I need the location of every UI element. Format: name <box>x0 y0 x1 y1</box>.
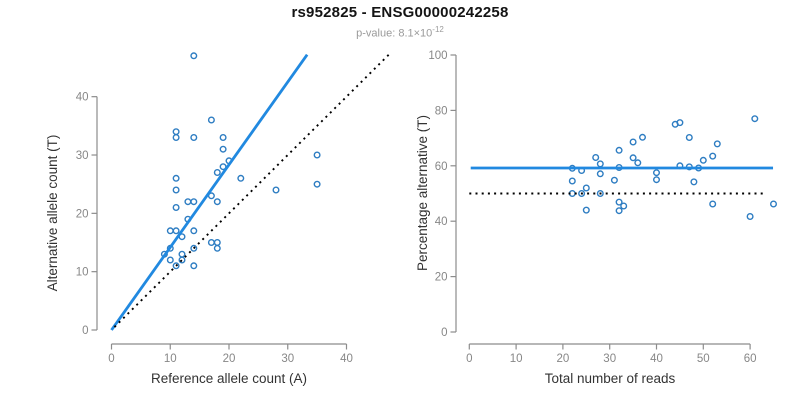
y-tick-label: 30 <box>76 150 89 162</box>
data-point <box>709 200 717 208</box>
data-point <box>592 153 600 161</box>
x-tick-label: 10 <box>510 353 523 365</box>
data-point <box>207 192 215 200</box>
data-point <box>671 120 679 128</box>
data-point <box>237 174 245 182</box>
data-point <box>190 198 198 206</box>
data-point <box>596 189 604 197</box>
data-point <box>213 238 221 246</box>
data-point <box>207 116 215 124</box>
data-point <box>620 202 628 210</box>
y-tick-label: 20 <box>435 272 448 284</box>
data-point <box>213 244 221 252</box>
data-point <box>751 115 759 123</box>
data-point <box>184 198 192 206</box>
data-point <box>178 250 186 258</box>
data-point <box>172 128 180 136</box>
x-axis-title: Reference allele count (A) <box>151 371 307 386</box>
y-tick-label: 80 <box>435 105 448 117</box>
data-point <box>652 176 660 184</box>
x-tick-label: 60 <box>744 353 757 365</box>
x-axis-title: Total number of reads <box>545 371 676 386</box>
pvalue-exponent: -12 <box>432 25 444 34</box>
data-point <box>213 168 221 176</box>
data-point <box>166 227 174 235</box>
scatter-panel-percentage-vs-reads: 0 10 20 30 40 50 60 0 20 40 60 80 100 Total number of… <box>415 50 778 386</box>
data-point <box>172 203 180 211</box>
y-tick-label: 20 <box>76 208 89 220</box>
data-point <box>190 52 198 60</box>
pvalue-mantissa: 8.1×10 <box>398 27 433 40</box>
data-point <box>166 256 174 264</box>
data-point <box>615 207 623 215</box>
x-tick-label: 0 <box>108 353 114 365</box>
data-point <box>629 138 637 146</box>
data-point <box>190 244 198 252</box>
data-point <box>213 198 221 206</box>
data-point <box>634 159 642 167</box>
y-tick-label: 100 <box>428 50 447 62</box>
data-point <box>190 262 198 270</box>
x-tick-label: 20 <box>557 353 570 365</box>
data-point <box>172 186 180 194</box>
data-point <box>190 133 198 141</box>
y-tick-label: 40 <box>435 216 448 228</box>
data-point <box>582 184 590 192</box>
y-tick-label: 10 <box>76 267 89 279</box>
data-point <box>219 133 227 141</box>
data-point <box>596 170 604 178</box>
data-point <box>770 200 778 208</box>
data-point <box>578 189 586 197</box>
y-axis-title: Percentage alternative (T) <box>415 115 430 271</box>
y-tick-label: 40 <box>76 92 89 104</box>
data-point <box>685 133 693 141</box>
identity-line <box>113 52 391 328</box>
data-point <box>313 180 321 188</box>
figure-title: rs952825 - ENSG00000242258 <box>291 4 509 21</box>
x-tick-label: 20 <box>223 353 236 365</box>
data-point <box>568 177 576 185</box>
x-tick-label: 30 <box>281 353 294 365</box>
data-point <box>746 212 754 220</box>
data-point <box>313 151 321 159</box>
x-tick-label: 0 <box>466 353 472 365</box>
data-point <box>172 262 180 270</box>
x-tick-label: 40 <box>340 353 353 365</box>
data-point <box>699 156 707 164</box>
y-axis-title: Alternative allele count (T) <box>45 135 60 292</box>
regression-line <box>110 53 309 331</box>
x-tick-label: 40 <box>650 353 663 365</box>
x-tick-label: 30 <box>603 353 616 365</box>
data-point <box>272 186 280 194</box>
y-tick-label: 0 <box>441 327 447 339</box>
scatter-panel-allele-counts: 0 10 20 30 40 0 10 20 30 40 Reference allele count… <box>45 52 391 386</box>
y-tick-label: 60 <box>435 161 448 173</box>
data-point <box>596 160 604 168</box>
data-point <box>629 154 637 162</box>
data-point <box>638 133 646 141</box>
data-point <box>172 133 180 141</box>
data-point <box>690 178 698 186</box>
data-point <box>582 206 590 214</box>
figure-subtitle: p-value: 8.1×10-12 <box>0 25 800 40</box>
data-point <box>615 146 623 154</box>
data-point <box>709 152 717 160</box>
data-point <box>610 176 618 184</box>
x-tick-label: 50 <box>697 353 710 365</box>
data-point <box>615 198 623 206</box>
data-point <box>172 174 180 182</box>
data-point <box>713 140 721 148</box>
data-point <box>207 238 215 246</box>
x-tick-label: 10 <box>164 353 177 365</box>
data-point <box>190 227 198 235</box>
pvalue-prefix: p-value: <box>356 27 399 40</box>
data-point <box>219 145 227 153</box>
y-tick-label: 0 <box>82 325 88 337</box>
data-point <box>178 256 186 264</box>
data-point <box>652 169 660 177</box>
data-point <box>172 227 180 235</box>
